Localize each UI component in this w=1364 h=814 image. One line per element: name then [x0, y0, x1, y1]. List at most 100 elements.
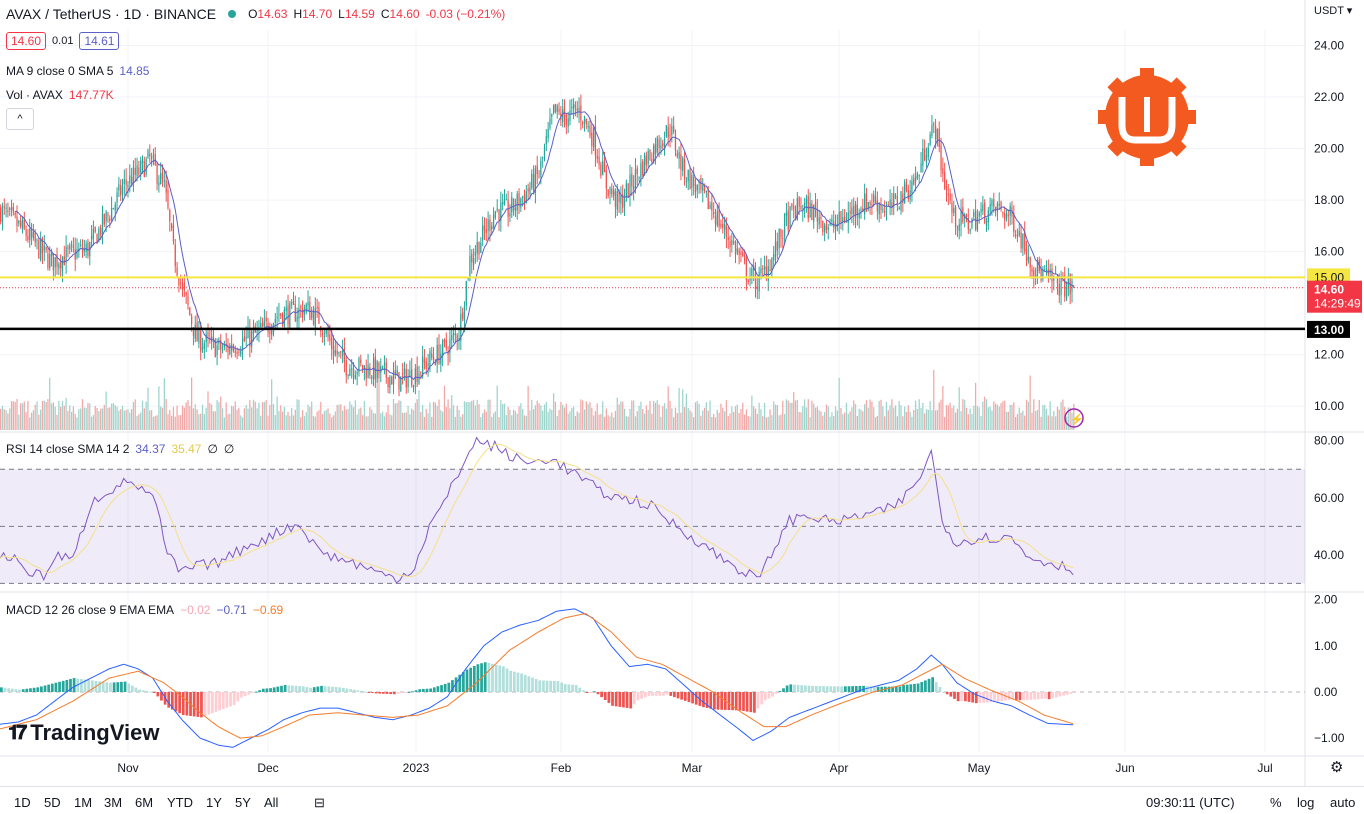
- volume-bar: [660, 416, 662, 430]
- timeframe-3m[interactable]: 3M: [104, 795, 123, 810]
- timeframe-6m[interactable]: 6M: [135, 795, 154, 810]
- candle-body: [791, 203, 793, 207]
- volume-bar: [103, 404, 105, 430]
- ma-legend[interactable]: MA 9 close 0 SMA 5 14.85: [6, 64, 149, 78]
- volume-bar: [934, 410, 937, 430]
- collapse-legend-button[interactable]: ^: [6, 108, 34, 130]
- candle-body: [1051, 268, 1053, 282]
- date-range-icon[interactable]: ⊟: [314, 795, 325, 810]
- volume-bar: [582, 400, 584, 430]
- candle-body: [36, 239, 38, 241]
- chart-canvas[interactable]: 24.0022.0020.0018.0016.0012.0010.0015.00…: [0, 0, 1364, 786]
- symbol-title[interactable]: AVAX / TetherUS · 1D · BINANCE: [6, 6, 217, 22]
- volume-bar: [989, 406, 991, 430]
- candle-body: [707, 189, 709, 209]
- candle-body: [309, 302, 311, 320]
- timeframe-all[interactable]: All: [264, 795, 279, 810]
- volume-bar: [1018, 407, 1020, 430]
- candle-body: [429, 351, 431, 367]
- candle-body: [642, 161, 644, 176]
- candle-body: [774, 241, 777, 257]
- clock-timezone[interactable]: 09:30:11 (UTC): [1146, 795, 1235, 810]
- volume-bar: [829, 416, 831, 430]
- candle-body: [662, 143, 664, 147]
- auto-toggle[interactable]: auto: [1330, 795, 1356, 810]
- candle-body: [811, 203, 813, 221]
- buy-button[interactable]: 14.61: [79, 32, 120, 50]
- volume-bar: [727, 416, 729, 430]
- volume-bar: [110, 403, 113, 430]
- volume-bar: [816, 406, 818, 430]
- macd-hist-bar: [964, 691, 967, 702]
- volume-bar: [176, 405, 178, 430]
- percent-toggle[interactable]: %: [1270, 795, 1282, 810]
- volume-bar: [32, 410, 35, 430]
- volume-bar: [140, 412, 142, 430]
- macd-hist-bar: [251, 691, 254, 694]
- volume-bar: [296, 399, 298, 430]
- volume-bar: [663, 403, 666, 430]
- candle-body: [261, 322, 264, 328]
- macd-hist-bar: [622, 691, 625, 708]
- candle-body: [205, 334, 207, 342]
- candle-body: [150, 156, 153, 159]
- candle-body: [671, 125, 673, 136]
- tradingview-logo[interactable]: 𝟏𝟕 TradingView: [8, 720, 159, 746]
- volume-bar: [760, 409, 762, 430]
- volume-bar: [365, 416, 367, 430]
- volume-bar: [836, 410, 838, 430]
- timeframe-5d[interactable]: 5D: [44, 795, 61, 810]
- volume-bar: [311, 401, 313, 430]
- macd-hist-bar: [924, 680, 927, 692]
- volume-bar: [227, 414, 229, 430]
- timeframe-1d[interactable]: 1D: [14, 795, 31, 810]
- volume-bar: [889, 405, 891, 430]
- candle-body: [438, 344, 440, 364]
- macd-hist-bar: [421, 688, 425, 692]
- volume-bar: [503, 403, 506, 430]
- volume-bar: [642, 408, 644, 430]
- volume-bar: [47, 399, 49, 430]
- candle-body: [996, 203, 999, 212]
- macd-hist-bar: [207, 691, 211, 715]
- volume-bar: [822, 415, 824, 430]
- timeframe-1m[interactable]: 1M: [74, 795, 93, 810]
- volume-bar: [89, 403, 91, 430]
- candle-body: [960, 209, 962, 226]
- macd-hist-bar: [880, 686, 884, 692]
- volume-bar: [170, 415, 173, 430]
- timeframe-1y[interactable]: 1Y: [206, 795, 222, 810]
- candle-body: [343, 348, 346, 362]
- volume-bar: [920, 407, 922, 430]
- volume-bar: [778, 415, 780, 430]
- volume-bar: [782, 400, 784, 430]
- volume-bar: [70, 411, 73, 430]
- volume-bar: [112, 403, 115, 430]
- volume-bar: [987, 407, 989, 430]
- rsi-legend[interactable]: RSI 14 close SMA 14 2 34.37 35.47 ∅ ∅: [6, 442, 234, 456]
- candle-body: [316, 306, 318, 309]
- gear-icon[interactable]: ⚙: [1330, 759, 1344, 776]
- timeframe-ytd[interactable]: YTD: [167, 795, 193, 810]
- volume-bar: [321, 414, 324, 430]
- volume-bar: [214, 411, 216, 430]
- volume-bar: [900, 405, 902, 430]
- volume-bar: [36, 401, 38, 430]
- brand-watermark-tooth: [1107, 136, 1128, 157]
- macd-hist-bar: [1036, 691, 1040, 700]
- volume-bar: [798, 412, 800, 430]
- volume-bar: [56, 414, 58, 430]
- volume-legend[interactable]: Vol · AVAX 147.77K: [6, 88, 114, 102]
- candle-body: [924, 149, 926, 161]
- currency-selector[interactable]: USDT ▾: [1314, 5, 1353, 17]
- candle-body: [856, 205, 858, 215]
- candle-body: [129, 175, 131, 184]
- sell-button[interactable]: 14.60: [6, 32, 47, 50]
- candle-body: [849, 210, 851, 214]
- macd-legend[interactable]: MACD 12 26 close 9 EMA EMA −0.02 −0.71 −…: [6, 603, 283, 617]
- timeframe-5y[interactable]: 5Y: [235, 795, 251, 810]
- ma-line: [15, 111, 1074, 381]
- log-toggle[interactable]: log: [1297, 795, 1315, 810]
- candle-body: [341, 350, 344, 356]
- candle-body: [349, 368, 351, 377]
